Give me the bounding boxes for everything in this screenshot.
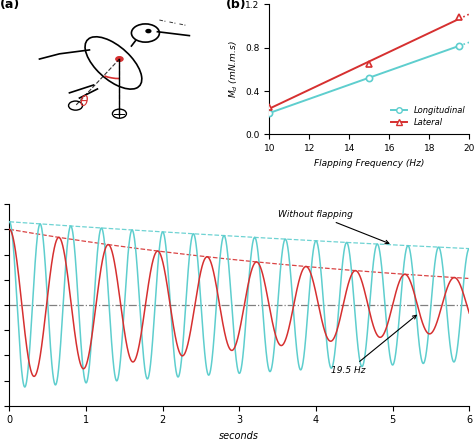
Text: 19.5 Hz: 19.5 Hz xyxy=(331,315,416,375)
Text: (a): (a) xyxy=(0,0,20,11)
Y-axis label: $M_d$ (mN.m.s): $M_d$ (mN.m.s) xyxy=(227,41,240,98)
Text: Without flapping: Without flapping xyxy=(278,210,389,244)
Legend: Longitudinal, Lateral: Longitudinal, Lateral xyxy=(387,102,469,130)
Text: $\theta$: $\theta$ xyxy=(80,94,90,109)
Circle shape xyxy=(116,57,123,61)
X-axis label: Flapping Frequency (Hz): Flapping Frequency (Hz) xyxy=(314,159,425,168)
Circle shape xyxy=(146,30,151,33)
Text: (c): (c) xyxy=(0,196,1,209)
X-axis label: seconds: seconds xyxy=(219,431,259,441)
Text: (b): (b) xyxy=(225,0,246,11)
